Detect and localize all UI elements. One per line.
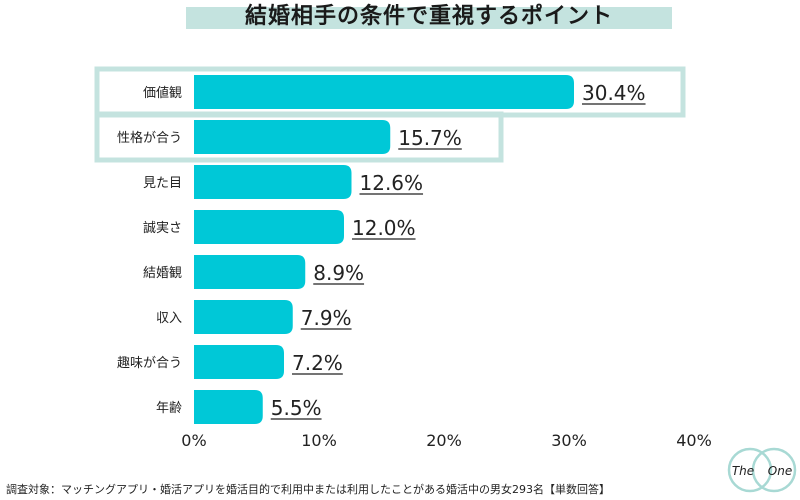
category-label: 見た目 bbox=[143, 176, 182, 191]
category-label: 誠実さ bbox=[143, 220, 182, 236]
bar bbox=[194, 75, 574, 109]
the-one-logo: The One bbox=[727, 447, 797, 493]
value-label: 12.6% bbox=[360, 171, 424, 195]
value-label: 8.9% bbox=[313, 261, 364, 285]
category-label: 趣味が合う bbox=[117, 356, 182, 371]
value-label: 30.4% bbox=[582, 81, 646, 105]
value-label: 7.2% bbox=[292, 351, 343, 375]
x-tick-label: 30% bbox=[551, 431, 587, 450]
bar bbox=[194, 300, 293, 334]
logo-text-right: One bbox=[768, 464, 792, 478]
x-tick-label: 10% bbox=[301, 431, 337, 450]
value-label: 7.9% bbox=[301, 306, 352, 330]
survey-footnote: 調査対象：マッチングアプリ・婚活アプリを婚活目的で利用中または利用したことがある… bbox=[6, 483, 610, 496]
bar bbox=[194, 120, 391, 154]
category-label: 結婚観 bbox=[143, 266, 182, 281]
bar bbox=[194, 390, 263, 424]
category-label: 収入 bbox=[156, 311, 182, 326]
category-label: 性格が合う bbox=[117, 130, 182, 146]
x-tick-label: 0% bbox=[181, 431, 206, 450]
chart-title: 結婚相手の条件で重視するポイント bbox=[244, 4, 613, 29]
value-label: 15.7% bbox=[398, 126, 462, 150]
category-label: 価値観 bbox=[143, 85, 182, 101]
bar bbox=[194, 165, 352, 199]
value-label: 12.0% bbox=[352, 216, 416, 240]
category-label: 年齢 bbox=[156, 401, 182, 416]
x-tick-label: 20% bbox=[426, 431, 462, 450]
bar bbox=[194, 255, 306, 289]
bar bbox=[194, 210, 344, 244]
value-label: 5.5% bbox=[271, 396, 322, 420]
title-highlight-band bbox=[186, 7, 672, 29]
highlight-frame bbox=[94, 111, 504, 163]
logo-text-left: The bbox=[732, 464, 754, 478]
bar bbox=[194, 345, 284, 379]
x-tick-label: 40% bbox=[676, 431, 712, 450]
